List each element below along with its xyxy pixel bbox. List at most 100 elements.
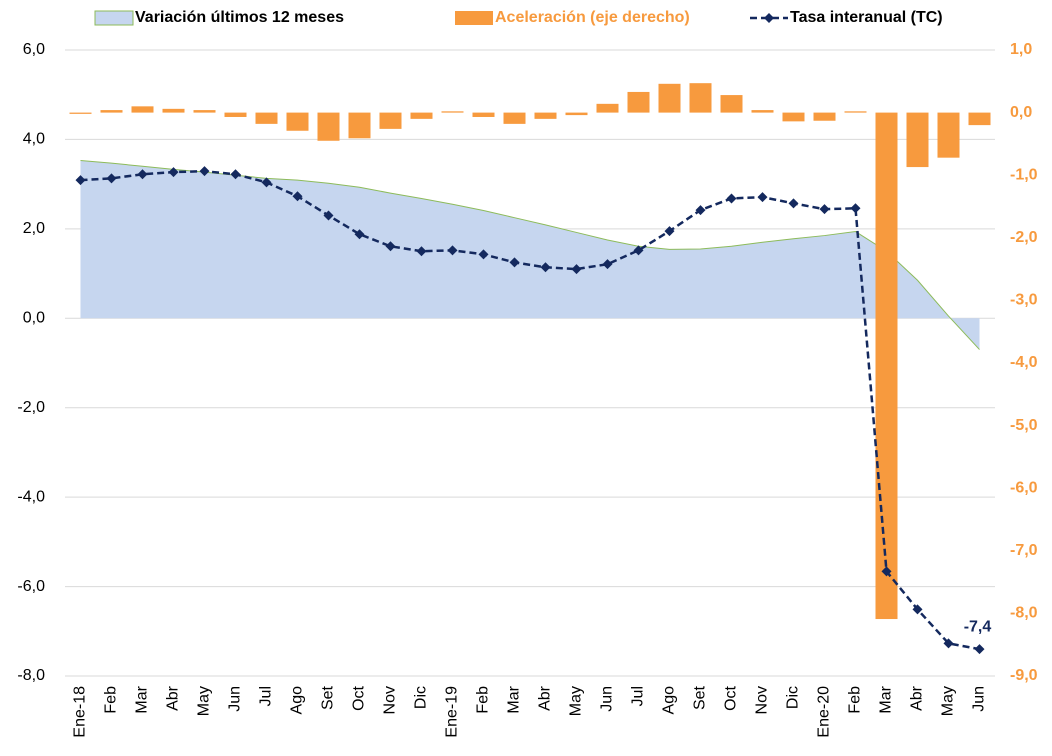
marker — [509, 257, 520, 268]
area — [80, 160, 980, 350]
x-tick-label: Jul — [630, 686, 647, 706]
x-tick-label: Oct — [351, 685, 368, 710]
x-tick-label: Jun — [599, 686, 616, 712]
bar — [751, 110, 774, 113]
x-tick-label: Mar — [506, 685, 523, 713]
x-tick-label: Ago — [661, 686, 678, 715]
y-tick-label: 0,0 — [23, 310, 45, 327]
legend-marker — [764, 13, 774, 23]
bar — [162, 108, 185, 113]
bar — [689, 83, 712, 113]
x-tick-label: Feb — [103, 686, 120, 714]
marker — [106, 173, 117, 184]
bar — [906, 112, 929, 168]
x-tick-label: Ene-20 — [816, 686, 833, 738]
marker — [819, 204, 830, 215]
y2-tick-label: -2,0 — [1010, 229, 1038, 246]
bar — [658, 83, 681, 113]
marker — [633, 245, 644, 256]
bar — [627, 91, 650, 113]
marker — [354, 229, 365, 240]
x-tick-label: Set — [692, 685, 709, 710]
y2-tick-label: -4,0 — [1010, 354, 1038, 371]
bar — [286, 112, 309, 131]
bar — [348, 112, 371, 139]
x-tick-label: Abr — [909, 685, 926, 711]
marker — [385, 241, 396, 252]
bar — [255, 112, 278, 124]
marker — [695, 205, 706, 216]
marker — [757, 192, 768, 203]
marker — [943, 638, 954, 649]
bar — [782, 112, 805, 122]
bar — [193, 110, 216, 113]
y2-tick-label: -7,0 — [1010, 542, 1038, 559]
marker — [664, 226, 675, 237]
y2-tick-label: -8,0 — [1010, 605, 1038, 622]
x-tick-label: Jun — [227, 686, 244, 712]
x-tick-label: Oct — [723, 685, 740, 710]
y2-tick-label: -3,0 — [1010, 292, 1038, 309]
marker — [881, 566, 892, 577]
x-tick-label: Jul — [258, 686, 275, 706]
y-tick-label: 6,0 — [23, 41, 45, 58]
x-tick-label: Nov — [382, 686, 399, 714]
marker — [540, 262, 551, 273]
x-tick-label: May — [568, 686, 585, 716]
bar — [224, 112, 247, 117]
bar — [596, 103, 619, 113]
marker — [447, 245, 458, 256]
y2-tick-label: -1,0 — [1010, 166, 1038, 183]
data-label: -7,4 — [964, 618, 992, 635]
legend-label: Variación últimos 12 meses — [135, 9, 344, 26]
bar — [968, 112, 991, 126]
y2-tick-label: -9,0 — [1010, 667, 1038, 684]
y2-tick-label: -5,0 — [1010, 417, 1038, 434]
marker — [726, 193, 737, 204]
marker — [974, 644, 985, 655]
y2-tick-label: 1,0 — [1010, 41, 1032, 58]
bar — [317, 112, 340, 141]
y-tick-label: -8,0 — [17, 667, 45, 684]
marker — [137, 169, 148, 180]
bar — [69, 112, 92, 114]
y-tick-label: -6,0 — [17, 578, 45, 595]
y-tick-label: -2,0 — [17, 399, 45, 416]
y2-tick-label: 0,0 — [1010, 104, 1032, 121]
y-tick-label: 4,0 — [23, 131, 45, 148]
x-tick-label: Mar — [134, 685, 151, 713]
bar — [441, 111, 464, 113]
legend-swatch — [94, 10, 134, 26]
marker — [571, 264, 582, 275]
marker — [230, 169, 241, 180]
legend-label: Aceleración (eje derecho) — [495, 9, 690, 26]
marker — [199, 166, 210, 177]
marker — [602, 259, 613, 270]
bar — [131, 106, 154, 113]
x-tick-label: Dic — [413, 686, 430, 709]
bar — [379, 112, 402, 129]
bar — [565, 112, 588, 116]
x-tick-label: Abr — [165, 685, 182, 711]
bar — [813, 112, 836, 121]
bar — [875, 112, 898, 620]
marker — [478, 249, 489, 260]
marker — [416, 246, 427, 257]
bar — [472, 112, 495, 117]
x-tick-label: Feb — [475, 686, 492, 714]
marker — [850, 203, 861, 214]
marker — [788, 198, 799, 209]
marker — [912, 604, 923, 615]
x-tick-label: May — [940, 686, 957, 716]
marker — [292, 191, 303, 202]
bar — [534, 112, 557, 119]
x-tick-label: Ene-19 — [444, 686, 461, 738]
y-tick-label: 2,0 — [23, 220, 45, 237]
x-tick-label: Abr — [537, 685, 554, 711]
bar — [100, 110, 123, 113]
x-tick-label: May — [196, 686, 213, 716]
x-tick-label: Nov — [754, 686, 771, 714]
bar — [844, 111, 867, 113]
marker — [168, 167, 179, 178]
